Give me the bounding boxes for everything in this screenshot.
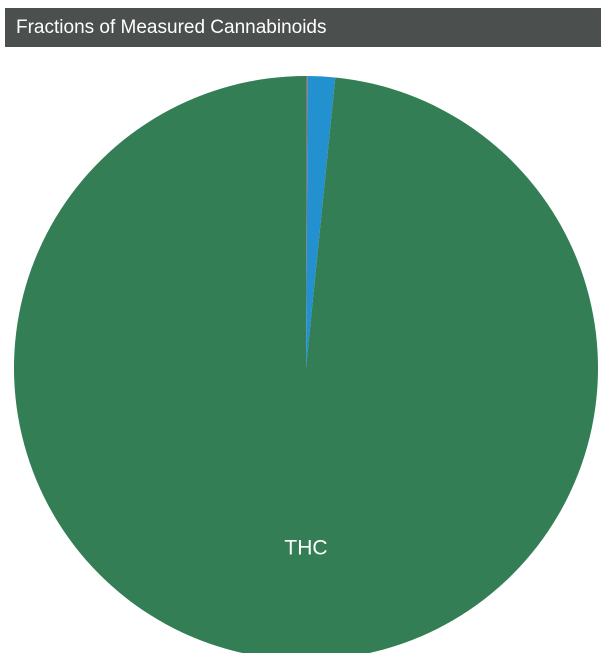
pie-slice-series-2 xyxy=(306,76,308,368)
pie-slice-series-1 xyxy=(306,76,336,368)
chart-header: Fractions of Measured Cannabinoids xyxy=(5,8,601,47)
pie-slices xyxy=(14,76,598,653)
chart-title: Fractions of Measured Cannabinoids xyxy=(16,16,327,38)
pie-slice-thc xyxy=(14,76,598,653)
pie-labels: THC xyxy=(284,537,327,560)
slice-label-thc: THC xyxy=(284,537,327,560)
